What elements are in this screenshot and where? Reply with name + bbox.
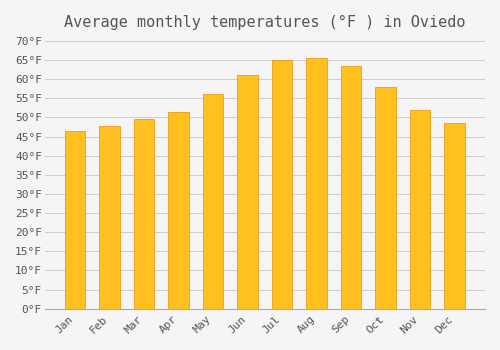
Bar [203, 94, 224, 309]
Bar [168, 112, 189, 309]
Bar [410, 110, 430, 309]
Bar [272, 60, 292, 309]
Bar [444, 123, 465, 309]
Bar [134, 119, 154, 309]
Bar [238, 75, 258, 309]
Bar [376, 87, 396, 309]
Bar [100, 126, 120, 309]
Bar [341, 66, 361, 309]
Bar [65, 131, 86, 309]
Bar [306, 58, 327, 309]
Title: Average monthly temperatures (°F ) in Oviedo: Average monthly temperatures (°F ) in Ov… [64, 15, 466, 30]
